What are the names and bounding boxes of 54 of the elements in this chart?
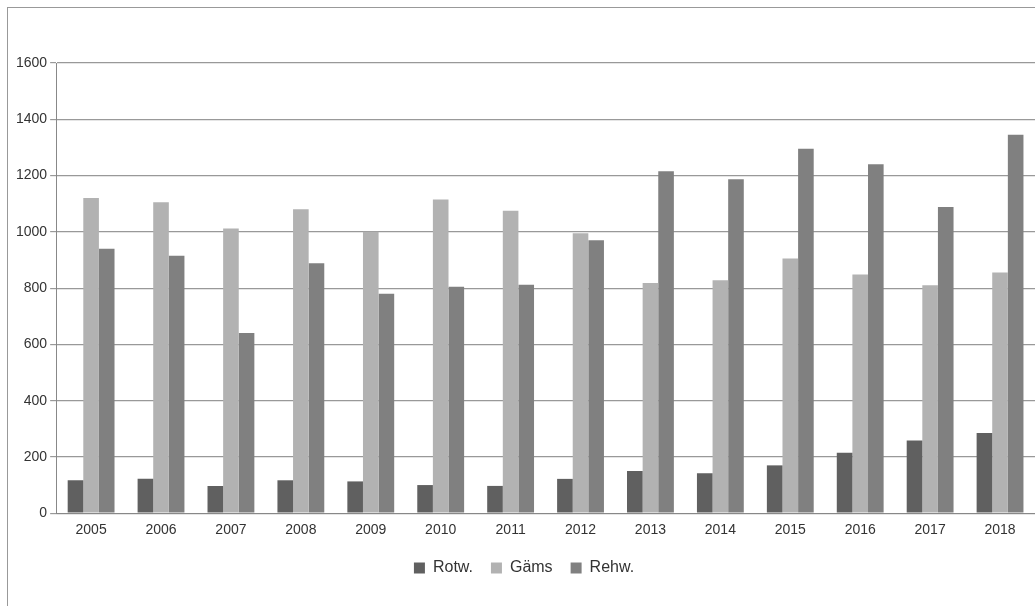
- bar: [207, 485, 224, 513]
- bar: [712, 280, 729, 513]
- bar: [83, 198, 99, 513]
- bar: [992, 272, 1008, 513]
- x-tick-label: 2009: [355, 521, 387, 538]
- y-tick-label: 400: [23, 391, 48, 408]
- bar: [432, 199, 449, 513]
- bar: [137, 478, 154, 513]
- bar: [153, 202, 169, 513]
- x-tick-label: 2007: [215, 521, 247, 538]
- bar: [502, 210, 519, 513]
- x-tick-label: 2010: [425, 521, 457, 538]
- x-tick-label: 2006: [145, 521, 177, 538]
- x-tick-label: 2011: [495, 521, 526, 538]
- bar: [627, 470, 643, 513]
- y-tick-label: 0: [39, 504, 48, 521]
- bar: [347, 481, 363, 513]
- bar: [223, 228, 239, 513]
- bar: [67, 480, 84, 513]
- x-tick-label: 2012: [564, 521, 597, 538]
- bar: [906, 440, 923, 513]
- x-tick-label: 2013: [634, 521, 667, 538]
- y-tick-label: 800: [23, 278, 48, 295]
- x-tick-label: 2005: [75, 521, 107, 538]
- x-tick-label: 2017: [914, 521, 946, 538]
- bar: [293, 209, 309, 513]
- bar: [487, 485, 503, 513]
- bar: [642, 283, 659, 513]
- bar: [696, 473, 713, 513]
- legend-label: Rehw.: [589, 558, 635, 576]
- bar: [782, 258, 799, 513]
- y-tick-label: 1000: [15, 222, 48, 239]
- bar: [766, 465, 783, 513]
- x-tick-label: 2018: [984, 521, 1016, 538]
- y-tick-label: 1600: [15, 53, 48, 70]
- bar: [852, 274, 869, 513]
- bar: [277, 480, 294, 513]
- bar: [557, 478, 573, 513]
- y-tick-label: 600: [23, 335, 48, 352]
- legend-label: Rotw.: [432, 558, 473, 576]
- x-tick-label: 2016: [844, 521, 876, 538]
- x-tick-label: 2014: [704, 521, 737, 538]
- y-tick-label: 1400: [15, 110, 48, 127]
- bar: [572, 233, 589, 513]
- y-tick-label: 1200: [15, 166, 48, 183]
- bar: [417, 485, 433, 513]
- bar: [836, 452, 853, 513]
- legend-label: Gäms: [509, 558, 553, 576]
- bar: [976, 433, 993, 513]
- x-tick-label: 2015: [774, 521, 807, 538]
- bar: [362, 231, 379, 513]
- y-tick-label: 200: [23, 447, 48, 464]
- x-tick-label: 2008: [285, 521, 317, 538]
- bar: [922, 285, 938, 513]
